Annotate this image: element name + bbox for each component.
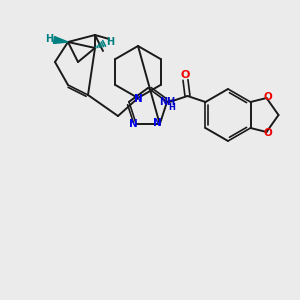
- Text: H: H: [106, 37, 114, 47]
- Text: O: O: [263, 92, 272, 102]
- Text: NH: NH: [159, 97, 176, 107]
- Text: H: H: [45, 34, 53, 44]
- Text: O: O: [181, 70, 190, 80]
- Text: H: H: [168, 103, 175, 112]
- Polygon shape: [53, 37, 68, 44]
- Text: O: O: [263, 128, 272, 138]
- Text: N: N: [134, 94, 142, 104]
- Text: N: N: [153, 118, 162, 128]
- Text: N: N: [129, 119, 138, 129]
